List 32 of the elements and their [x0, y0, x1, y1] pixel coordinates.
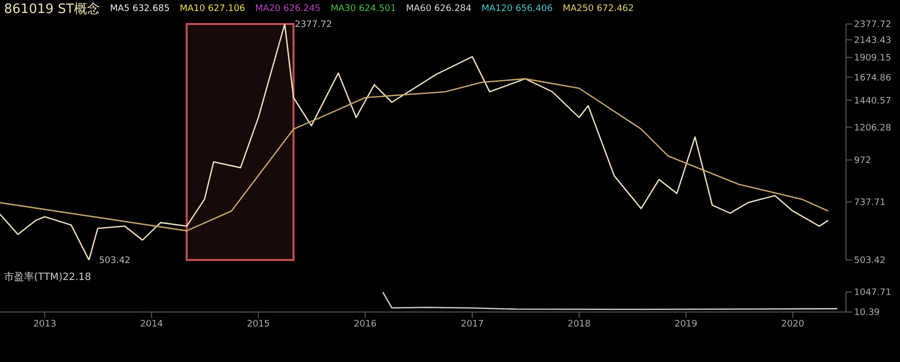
annotation: 2377.72: [294, 20, 332, 30]
x-tick-label: 2017: [460, 319, 484, 330]
text: MA60 626.284: [406, 4, 472, 14]
y-tick-label: 503.42: [854, 256, 886, 266]
y-tick-label: 1909.15: [854, 54, 892, 64]
y-tick-label: 1047.71: [854, 288, 892, 298]
text: MA10 627.106: [180, 4, 246, 14]
chart-title: 市盈率(TTM)22.18: [4, 270, 92, 284]
y-tick-label: 10.39: [854, 308, 880, 318]
y-tick-label: 737.71: [854, 198, 886, 208]
line-series: [0, 78, 829, 232]
y-tick-label: 1206.28: [854, 123, 892, 134]
y-tick-label: 2143.43: [854, 36, 892, 46]
y-tick-label: 972: [854, 156, 872, 166]
text: MA30 624.501: [330, 4, 396, 14]
x-tick-label: 2013: [33, 319, 56, 330]
text: MA5 632.685: [110, 4, 170, 14]
x-tick-label: 2016: [354, 319, 377, 330]
annotation: 503.42: [98, 256, 130, 266]
text: MA120 656.406: [482, 4, 553, 14]
text: MA250 672.462: [562, 4, 634, 14]
line-series: [382, 292, 838, 310]
y-tick-label: 1440.57: [854, 96, 892, 106]
x-tick-label: 2019: [674, 319, 698, 330]
y-tick-label: 1674.86: [854, 73, 892, 84]
x-tick-label: 2020: [781, 319, 804, 330]
x-tick-label: 2018: [568, 319, 591, 330]
chart-title: 861019 ST概念: [4, 1, 100, 18]
x-tick-label: 2014: [140, 319, 164, 330]
y-tick-label: 2377.72: [854, 20, 892, 30]
text: MA20 626.245: [255, 4, 321, 14]
x-tick-label: 2015: [246, 319, 270, 330]
